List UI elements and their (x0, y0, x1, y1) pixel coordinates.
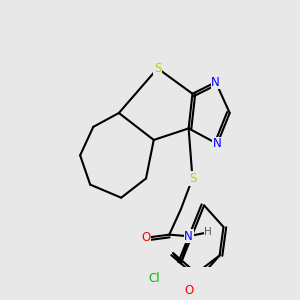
Text: N: N (184, 230, 193, 243)
Text: N: N (212, 76, 220, 89)
Text: O: O (184, 284, 193, 297)
Text: O: O (141, 231, 151, 244)
Text: S: S (189, 172, 196, 185)
Text: H: H (204, 227, 212, 237)
Text: Cl: Cl (148, 272, 160, 285)
Text: N: N (213, 137, 222, 150)
Text: S: S (154, 62, 161, 75)
